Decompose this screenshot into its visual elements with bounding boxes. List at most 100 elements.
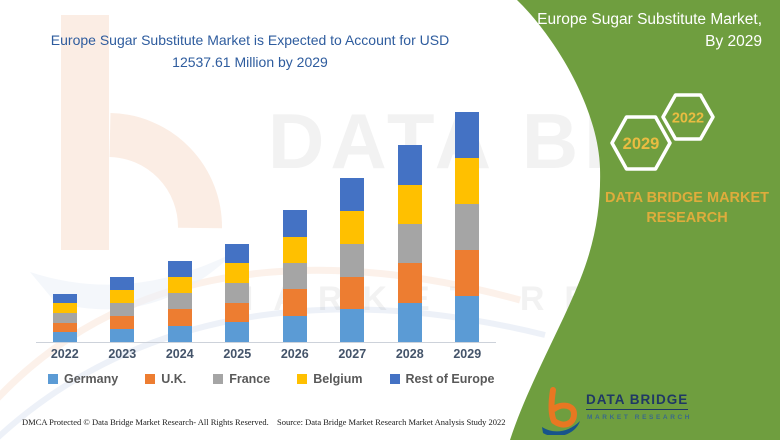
bar-segment-france-2022 <box>52 313 77 323</box>
legend-label-rest-of-europe: Rest of Europe <box>405 372 495 386</box>
panel-title: Europe Sugar Substitute Market, By 2029 <box>537 11 762 51</box>
bar-segment-u-k--2022 <box>52 322 77 333</box>
bar-segment-belgium-2024 <box>167 276 192 294</box>
bar-segment-belgium-2029 <box>455 158 480 205</box>
bar-segment-germany-2023 <box>110 328 135 342</box>
bar-segment-u-k--2025 <box>225 302 250 323</box>
databridge-logo-icon <box>542 387 580 435</box>
bar-segment-france-2029 <box>455 204 480 251</box>
hexagon-2022-shape <box>661 93 715 141</box>
watermark-leaf <box>30 252 235 310</box>
bar-segment-rest-of-europe-2026 <box>282 210 307 237</box>
bar-segment-france-2026 <box>282 263 307 290</box>
chart-legend: Germany U.K. France Belgium Rest of Europe <box>48 372 494 386</box>
bar-segment-belgium-2027 <box>340 211 365 244</box>
bar-segment-france-2024 <box>167 293 192 310</box>
bar-group-2023 <box>94 112 152 342</box>
bar-segment-germany-2024 <box>167 325 192 342</box>
bar-group-2025 <box>209 112 267 342</box>
bar-segment-rest-of-europe-2022 <box>52 293 77 304</box>
legend-item-france: France <box>213 372 270 386</box>
x-axis-label-2023: 2023 <box>108 347 137 361</box>
x-axis-label-2028: 2028 <box>395 347 424 361</box>
hexagon-2022-label: 2022 <box>672 111 704 127</box>
bar-segment-belgium-2026 <box>282 236 307 264</box>
x-axis-label-2025: 2025 <box>223 347 252 361</box>
bar-segment-france-2023 <box>110 302 135 316</box>
bar-segment-france-2025 <box>225 282 250 303</box>
bar-segment-u-k--2027 <box>340 276 365 310</box>
legend-swatch-u-k- <box>145 374 156 384</box>
bar-group-2026 <box>266 112 324 342</box>
footer-dmca-text: DMCA Protected © Data Bridge Market Rese… <box>22 417 269 427</box>
footer-source-text: Source: Data Bridge Market Research Mark… <box>277 417 506 427</box>
panel-brand-text: DATA BRIDGE MARKET RESEARCH <box>604 190 770 227</box>
legend-label-france: France <box>229 372 271 386</box>
green-panel-shape <box>510 0 780 440</box>
bar-segment-rest-of-europe-2027 <box>340 178 365 212</box>
bar-segment-rest-of-europe-2025 <box>225 243 250 264</box>
bar-segment-germany-2022 <box>52 332 77 342</box>
bar-segment-u-k--2029 <box>455 250 480 297</box>
legend-item-belgium: Belgium <box>297 372 363 386</box>
bar-2029 <box>455 112 480 342</box>
bar-2027 <box>340 178 365 342</box>
x-axis-label-2026: 2026 <box>280 347 309 361</box>
legend-swatch-germany <box>48 374 58 384</box>
x-axis-label-2024: 2024 <box>165 347 194 361</box>
bar-group-2027 <box>324 112 382 342</box>
legend-swatch-france <box>213 374 224 384</box>
logo-title-text: DATA BRIDGE <box>586 392 689 410</box>
bar-segment-belgium-2022 <box>52 303 77 314</box>
x-axis-label-2029: 2029 <box>453 347 482 361</box>
stacked-bar-chart <box>36 112 496 343</box>
legend-item-u-k-: U.K. <box>145 372 186 386</box>
logo-subtitle-text: MARKET RESEARCH <box>587 414 693 421</box>
bar-group-2024 <box>151 112 209 342</box>
hexagon-2029: 2029 <box>610 115 672 171</box>
x-axis-label-2022: 2022 <box>50 347 79 361</box>
bar-segment-u-k--2026 <box>282 289 307 316</box>
bar-segment-rest-of-europe-2023 <box>110 276 135 290</box>
legend-swatch-belgium <box>297 374 308 384</box>
bar-group-2022 <box>36 112 94 342</box>
bar-2022 <box>52 293 77 342</box>
bar-segment-rest-of-europe-2029 <box>455 112 480 159</box>
bar-segment-u-k--2023 <box>110 315 135 329</box>
bar-segment-germany-2028 <box>397 302 422 342</box>
bar-group-2028 <box>381 112 439 342</box>
bar-segment-belgium-2025 <box>225 263 250 283</box>
bar-segment-u-k--2028 <box>397 263 422 303</box>
watermark-b-bowl <box>108 113 223 229</box>
bar-segment-u-k--2024 <box>167 309 192 326</box>
bar-segment-rest-of-europe-2024 <box>167 260 192 277</box>
legend-item-germany: Germany <box>48 372 118 386</box>
bar-segment-france-2028 <box>397 223 422 264</box>
logo-b-glyph <box>548 387 578 428</box>
bar-segment-belgium-2028 <box>397 184 422 224</box>
hexagon-2022: 2022 <box>661 93 715 141</box>
hexagon-2029-label: 2029 <box>623 135 660 153</box>
hexagon-2029-shape <box>610 115 672 171</box>
bar-2024 <box>167 260 192 342</box>
logo-leaf-swoosh <box>542 421 580 435</box>
legend-label-belgium: Belgium <box>313 372 363 386</box>
bar-segment-rest-of-europe-2028 <box>397 145 422 185</box>
bar-2026 <box>282 210 307 342</box>
bar-segment-germany-2029 <box>455 296 480 342</box>
legend-swatch-rest-of-europe <box>389 374 400 384</box>
bar-2023 <box>110 276 135 342</box>
year-hexagons: 2022 2029 <box>610 93 715 171</box>
bar-2025 <box>225 243 250 342</box>
chart-title: Europe Sugar Substitute Market is Expect… <box>50 32 450 70</box>
bar-segment-belgium-2023 <box>110 289 135 303</box>
bar-segment-germany-2025 <box>225 322 250 342</box>
legend-label-u-k-: U.K. <box>161 372 187 386</box>
bar-segment-germany-2027 <box>340 309 365 342</box>
bar-2028 <box>397 145 422 342</box>
bar-segment-germany-2026 <box>282 315 307 342</box>
watermark-swoosh-orange <box>0 266 521 401</box>
